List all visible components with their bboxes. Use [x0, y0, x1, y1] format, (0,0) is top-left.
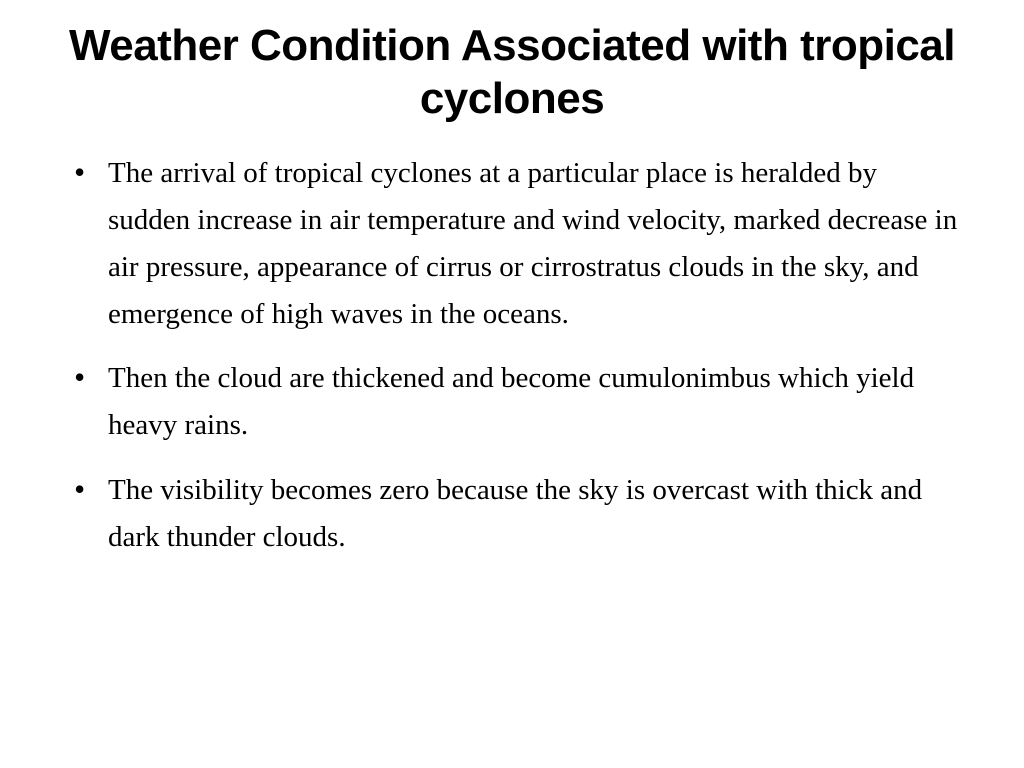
- bullet-item: The visibility becomes zero because the …: [60, 467, 964, 561]
- bullet-item: The arrival of tropical cyclones at a pa…: [60, 150, 964, 338]
- bullet-item: Then the cloud are thickened and become …: [60, 355, 964, 449]
- slide-title: Weather Condition Associated with tropic…: [60, 20, 964, 126]
- bullet-list: The arrival of tropical cyclones at a pa…: [60, 150, 964, 562]
